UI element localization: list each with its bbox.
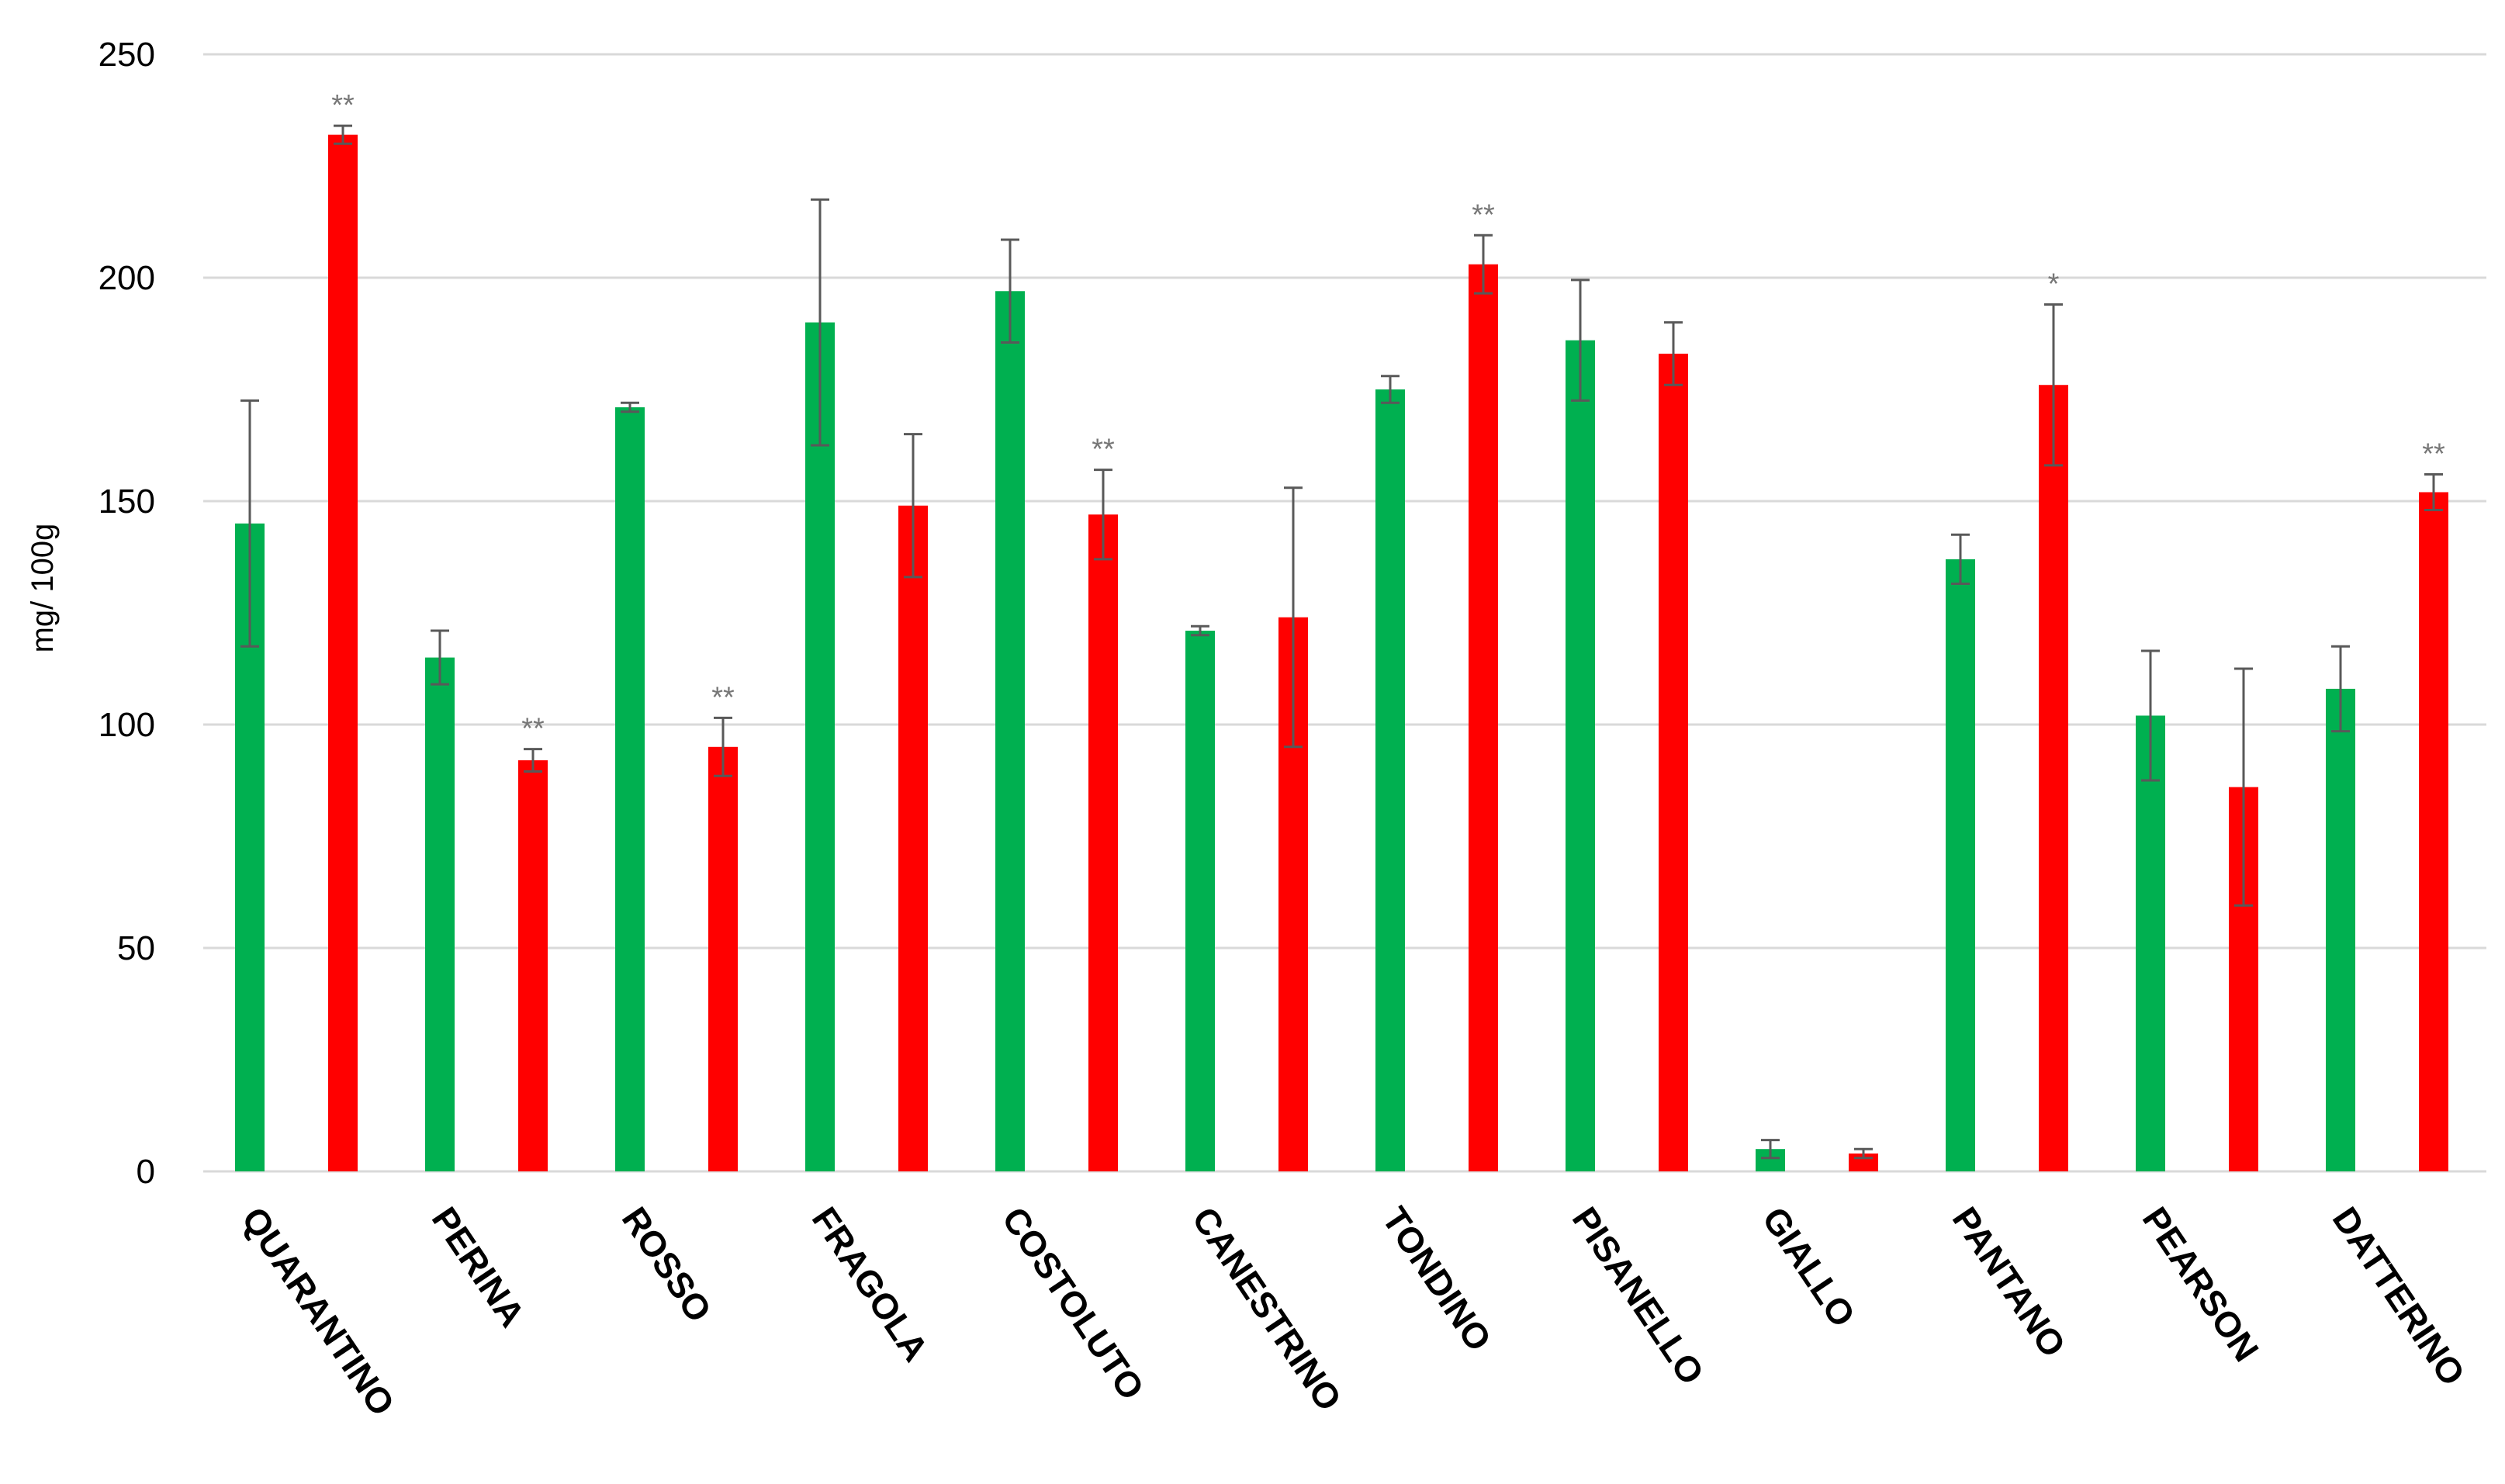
y-axis-ticks: 0 50 100 150 200 250 — [99, 36, 155, 1191]
y-tick-label: 250 — [99, 36, 155, 74]
bar-red-quarantino — [328, 134, 358, 1172]
bar-red-fragola — [898, 505, 928, 1171]
y-tick-label: 50 — [117, 929, 155, 967]
bar-green-datterino — [2326, 688, 2355, 1171]
bar-red-costoluto — [1088, 514, 1118, 1171]
bar-green-costoluto — [995, 291, 1025, 1171]
error-bar — [334, 124, 352, 145]
bar-green-pisanello — [1566, 340, 1595, 1171]
error-bars — [240, 124, 2443, 1160]
bar-red-perina — [518, 760, 548, 1171]
error-bar — [1854, 1147, 1873, 1160]
significance-label: ** — [1092, 434, 1115, 466]
y-tick-label: 100 — [99, 706, 155, 744]
error-bar — [1664, 321, 1683, 386]
x-tick-label: COSTOLUTO — [995, 1200, 1153, 1407]
error-bar — [1191, 624, 1209, 637]
bar-green-pearson — [2136, 715, 2165, 1171]
bar-red-rosso — [708, 746, 738, 1171]
error-bar — [621, 401, 639, 413]
significance-label: ** — [521, 713, 545, 745]
error-bar — [2424, 472, 2443, 512]
error-bar — [1571, 278, 1590, 402]
error-bar — [714, 716, 732, 777]
x-tick-label: QUARANTINO — [234, 1200, 403, 1423]
bar-green-rosso — [615, 407, 645, 1171]
error-bar — [811, 198, 829, 447]
gridlines — [203, 53, 2486, 1173]
error-bar — [904, 433, 922, 579]
bar-red-pantano — [2039, 385, 2068, 1171]
bar-green-pantano — [1946, 559, 1975, 1171]
error-bar — [2044, 303, 2063, 467]
error-bar — [1001, 238, 1019, 344]
error-bar — [1951, 533, 1970, 586]
x-tick-label: TONDINO — [1375, 1200, 1500, 1358]
x-tick-label: PISANELLO — [1565, 1200, 1712, 1392]
x-tick-label: PERINA — [424, 1200, 533, 1334]
error-bar — [1094, 469, 1112, 561]
bar-red-datterino — [2419, 492, 2448, 1171]
significance-label: ** — [2422, 438, 2445, 470]
error-bar — [1381, 375, 1400, 404]
y-axis-title: mg/ 100g — [26, 524, 60, 653]
error-bar — [1761, 1139, 1780, 1160]
bar-green-fragola — [805, 322, 835, 1172]
error-bar — [2141, 649, 2160, 782]
x-tick-label: ROSSO — [614, 1200, 720, 1330]
x-tick-label: FRAGOLA — [804, 1200, 936, 1369]
significance-label: * — [2048, 268, 2060, 301]
error-bar — [1284, 486, 1303, 749]
bar-red-tondino — [1469, 264, 1498, 1172]
significance-label: ** — [331, 89, 355, 122]
y-tick-label: 0 — [137, 1153, 155, 1191]
x-axis-labels: QUARANTINO PERINA ROSSO FRAGOLA COSTOLUTO CAN… — [234, 1200, 2473, 1423]
significance-label: ** — [711, 681, 735, 714]
error-bar — [240, 399, 259, 648]
y-tick-label: 200 — [99, 259, 155, 297]
bar-red-pisanello — [1659, 353, 1688, 1171]
error-bar — [2331, 645, 2350, 733]
error-bar — [1474, 233, 1493, 295]
x-tick-label: DATTERINO — [2325, 1200, 2473, 1393]
error-bar — [2234, 667, 2253, 907]
error-bar — [431, 629, 449, 686]
y-tick-label: 150 — [99, 483, 155, 521]
bar-green-perina — [425, 657, 455, 1171]
bar-green-canestrino — [1185, 631, 1215, 1171]
significance-labels: ************* — [331, 89, 2445, 745]
x-tick-label: PANTANO — [1945, 1200, 2074, 1365]
x-tick-label: CANESTRINO — [1185, 1200, 1350, 1418]
bars — [235, 134, 2448, 1172]
significance-label: ** — [1472, 199, 1495, 231]
x-tick-label: GIALLO — [1755, 1200, 1863, 1334]
error-bar — [524, 748, 542, 773]
x-tick-label: PEARSON — [2135, 1200, 2267, 1369]
bar-green-tondino — [1375, 389, 1405, 1171]
